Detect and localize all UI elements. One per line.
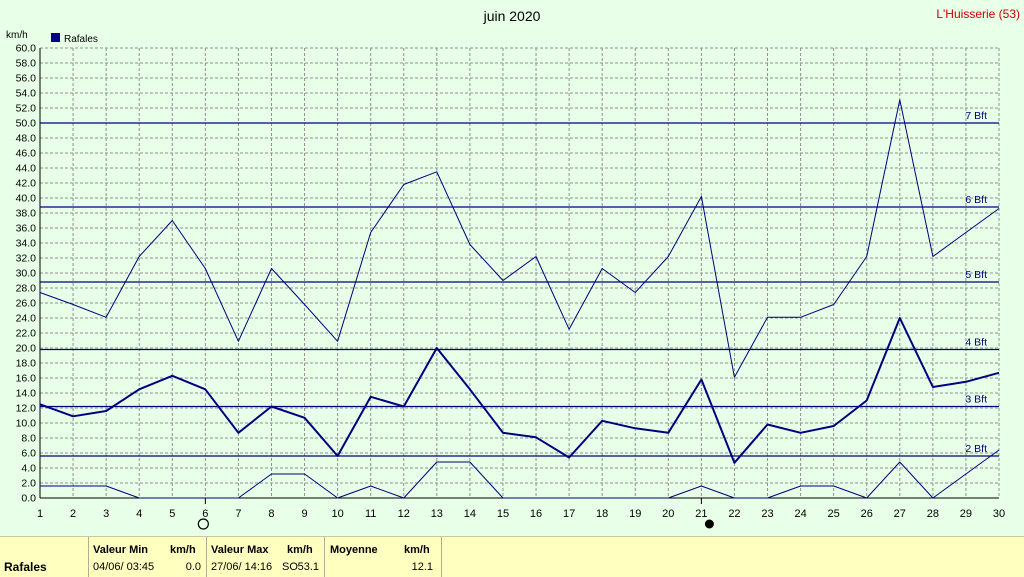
x-tick-label: 23 [761, 508, 773, 520]
footer-series-label: Rafales [4, 560, 47, 574]
min-header: Valeur Min [93, 544, 149, 556]
max-header: Valeur Max [211, 544, 269, 556]
x-tick-label: 5 [169, 508, 175, 520]
chart: juin 2020 L'Huisserie (53) km/h Rafales … [6, 7, 1020, 530]
x-tick-label: 12 [398, 508, 410, 520]
beaufort-label: 7 Bft [965, 110, 987, 122]
footer-max-cell: Valeur Max km/h 27/06/ 14:16 SO 53.1 [206, 537, 325, 577]
y-tick-label: 58.0 [16, 58, 37, 70]
full-moon-icon [197, 518, 209, 530]
y-tick-label: 60.0 [16, 43, 37, 55]
plot-area: 0.0 2.0 4.0 6.0 8.0 10.0 12.0 14.0 16.0 18.0 20.0 2… [16, 43, 1005, 530]
y-tick-label: 10.0 [16, 418, 37, 430]
x-tick-label: 27 [894, 508, 906, 520]
x-tick-label: 24 [794, 508, 806, 520]
legend-label: Rafales [64, 34, 98, 45]
y-tick-label: 12.0 [16, 403, 37, 415]
x-tick-label: 20 [662, 508, 674, 520]
x-tick-label: 18 [596, 508, 608, 520]
x-tick-label: 10 [331, 508, 343, 520]
y-tick-label: 30.0 [16, 268, 37, 280]
mean-unit: km/h [404, 544, 430, 556]
stats-footer: Rafales Valeur Min km/h 04/06/ 03:45 0.0… [0, 536, 1024, 577]
x-tick-label: 1 [37, 508, 43, 520]
max-date: 27/06/ 14:16 [211, 561, 273, 573]
x-tick-label: 22 [728, 508, 740, 520]
x-tick-label: 8 [268, 508, 274, 520]
y-tick-label: 2.0 [21, 478, 36, 490]
y-tick-label: 6.0 [21, 448, 36, 460]
x-tick-label: 11 [365, 508, 376, 520]
x-tick-label: 9 [301, 508, 307, 520]
y-tick-label: 54.0 [16, 88, 37, 100]
y-tick-label: 40.0 [16, 193, 37, 205]
series-line-min [40, 449, 1000, 499]
y-tick-label: 0.0 [21, 493, 36, 505]
y-tick-label: 46.0 [16, 148, 37, 160]
x-tick-label: 16 [530, 508, 542, 520]
footer-mean-cell: Moyenne km/h 12.1 [324, 537, 442, 577]
y-tick-label: 26.0 [16, 298, 37, 310]
legend-swatch [51, 33, 60, 42]
x-tick-label: 29 [960, 508, 972, 520]
x-tick-label: 3 [103, 508, 109, 520]
y-tick-label: 42.0 [16, 178, 37, 190]
beaufort-label: 3 Bft [965, 394, 987, 406]
x-tick-label: 26 [861, 508, 873, 520]
y-tick-label: 4.0 [21, 463, 36, 475]
y-tick-label: 28.0 [16, 283, 37, 295]
footer-series-cell: Rafales [0, 537, 89, 577]
y-tick-label: 36.0 [16, 223, 37, 235]
chart-title: juin 2020 [483, 8, 541, 24]
y-tick-label: 52.0 [16, 103, 37, 115]
max-value: 53.1 [297, 561, 319, 573]
x-tick-label: 2 [70, 508, 76, 520]
x-tick-label: 13 [431, 508, 443, 520]
y-tick-label: 18.0 [16, 358, 37, 370]
x-tick-label: 14 [464, 508, 476, 520]
new-moon-icon [704, 519, 714, 529]
y-tick-label: 48.0 [16, 133, 37, 145]
max-unit: km/h [287, 544, 313, 556]
y-tick-label: 34.0 [16, 238, 37, 250]
x-tick-label: 17 [563, 508, 575, 520]
y-tick-label: 8.0 [21, 433, 36, 445]
y-tick-label: 56.0 [16, 73, 37, 85]
y-tick-label: 50.0 [16, 118, 37, 130]
y-tick-label: 44.0 [16, 163, 37, 175]
min-unit: km/h [170, 544, 196, 556]
x-tick-label: 21 [695, 508, 707, 520]
y-tick-label: 38.0 [16, 208, 37, 220]
station-label: L'Huisserie (53) [936, 7, 1020, 21]
x-tick-label: 7 [235, 508, 241, 520]
mean-header: Moyenne [330, 544, 378, 556]
series-line-mean [39, 317, 1000, 464]
y-tick-label: 14.0 [16, 388, 37, 400]
series-line-max [39, 99, 1000, 378]
x-tick-label: 19 [629, 508, 641, 520]
x-tick-label: 6 [202, 508, 208, 520]
max-direction: SO [282, 561, 298, 573]
x-tick-label: 25 [828, 508, 840, 520]
y-tick-label: 20.0 [16, 343, 37, 355]
beaufort-label: 4 Bft [965, 337, 987, 349]
mean-value: 12.1 [411, 561, 433, 573]
y-tick-label: 32.0 [16, 253, 37, 265]
footer-min-cell: Valeur Min km/h 04/06/ 03:45 0.0 [88, 537, 207, 577]
x-tick-label: 30 [993, 508, 1005, 520]
x-tick-label: 15 [497, 508, 509, 520]
beaufort-label: 6 Bft [965, 194, 987, 206]
y-axis-label: km/h [6, 30, 28, 41]
x-tick-label: 4 [136, 508, 142, 520]
x-tick-label: 28 [927, 508, 939, 520]
min-value: 0.0 [185, 561, 201, 573]
y-tick-label: 24.0 [16, 313, 37, 325]
beaufort-label: 5 Bft [965, 269, 987, 281]
min-date: 04/06/ 03:45 [93, 561, 155, 573]
beaufort-label: 2 Bft [965, 443, 987, 455]
y-tick-label: 22.0 [16, 328, 37, 340]
y-tick-label: 16.0 [16, 373, 37, 385]
